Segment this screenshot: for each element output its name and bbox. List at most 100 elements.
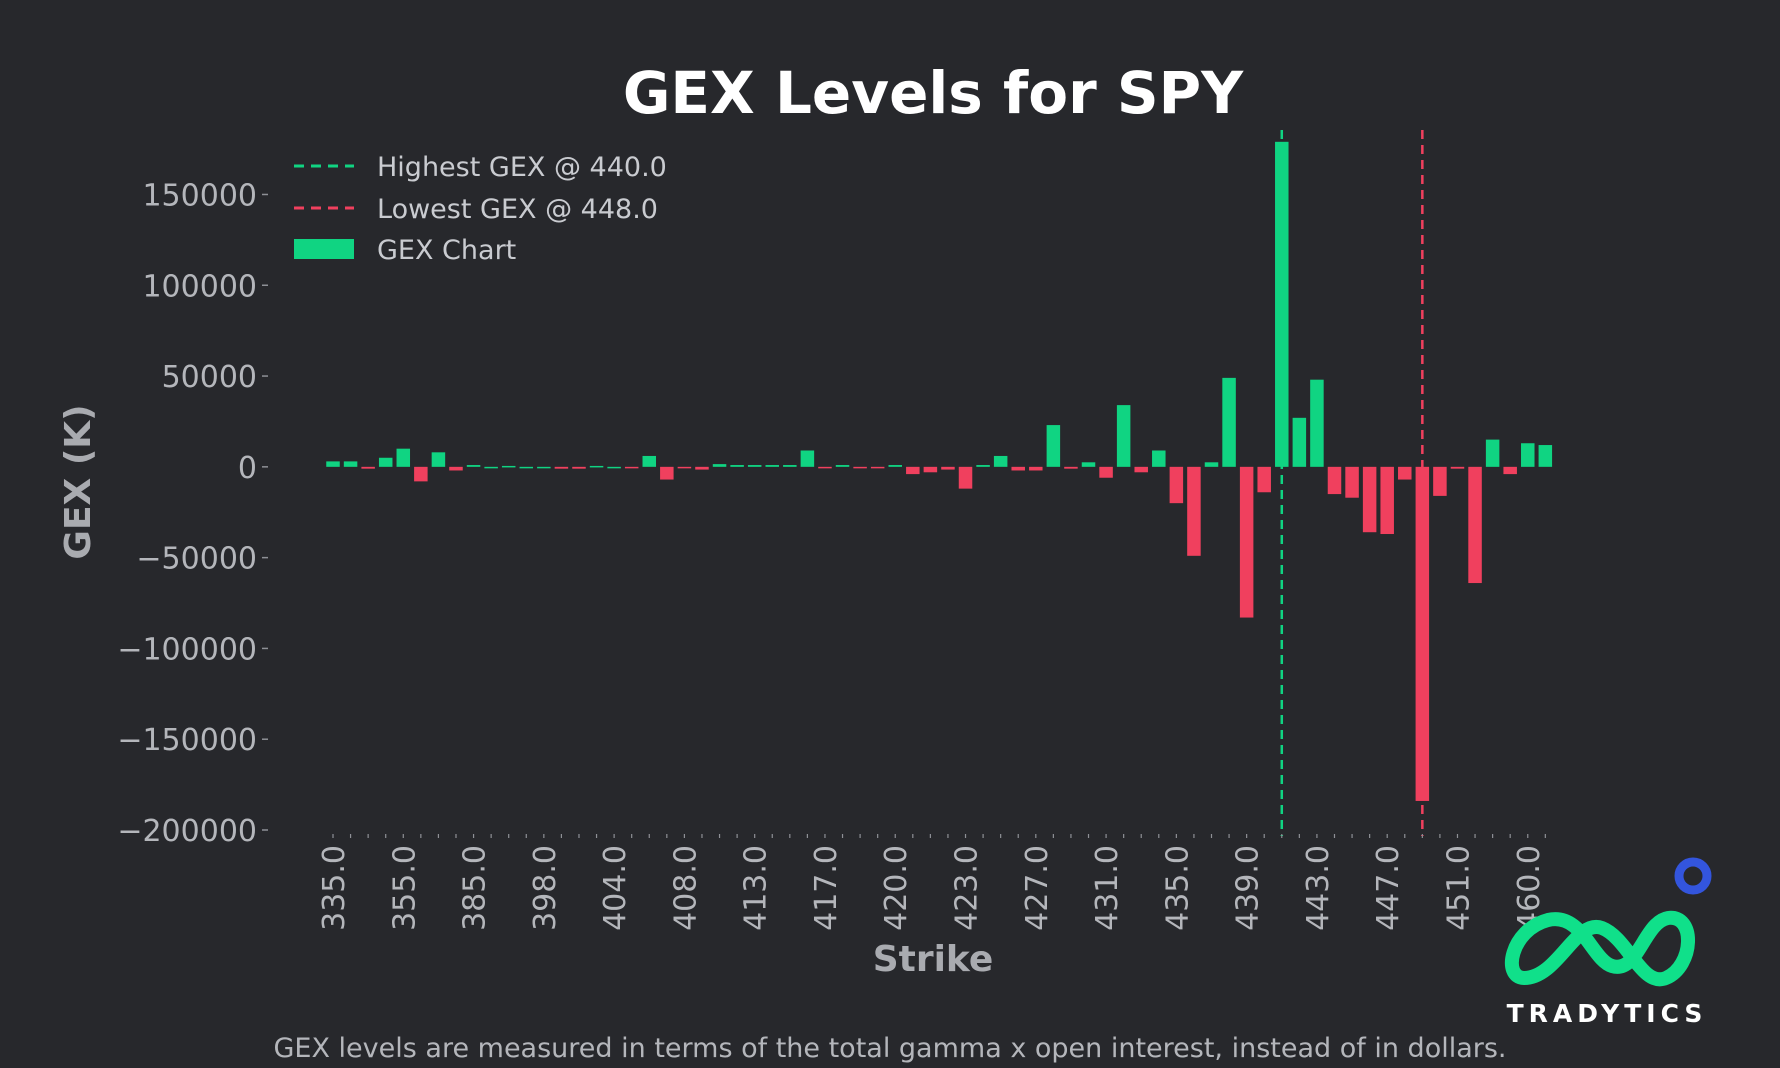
y-axis: 150000 100000 50000 0 −50000 −100000 −150000 −2… bbox=[117, 178, 268, 849]
gex-bar bbox=[1468, 466, 1482, 584]
x-tick-label: 447.0 bbox=[1371, 845, 1406, 931]
gex-bar bbox=[976, 465, 990, 467]
gex-bar bbox=[378, 457, 393, 467]
reference-lines bbox=[1280, 130, 1424, 836]
x-tick-label: 451.0 bbox=[1441, 845, 1476, 931]
legend: Highest GEX @ 440.0 Lowest GEX @ 448.0 G… bbox=[294, 152, 667, 266]
gex-bar bbox=[589, 465, 604, 468]
gex-bar bbox=[1152, 450, 1166, 467]
legend-bar-swatch bbox=[294, 239, 354, 259]
gex-bar bbox=[361, 466, 375, 469]
gex-bar bbox=[853, 466, 867, 469]
gex-bar bbox=[800, 450, 815, 467]
gex-bar bbox=[1239, 466, 1254, 618]
gex-bar bbox=[326, 461, 340, 467]
gex-bar bbox=[695, 466, 709, 470]
logo-wordmark: TRADYTICS bbox=[1507, 999, 1708, 1028]
footnote: GEX levels are measured in terms of the … bbox=[273, 1033, 1506, 1064]
x-tick-label: 439.0 bbox=[1231, 845, 1266, 931]
gex-bar bbox=[818, 466, 832, 469]
gex-bar bbox=[1538, 445, 1553, 467]
gex-bar bbox=[1046, 425, 1061, 467]
gex-bar bbox=[607, 466, 621, 469]
gex-bar bbox=[1433, 466, 1447, 496]
x-tick-label: 413.0 bbox=[739, 845, 774, 931]
gex-bar bbox=[554, 466, 569, 469]
gex-bar bbox=[993, 455, 1008, 467]
gex-bar bbox=[1064, 466, 1078, 469]
gex-bar bbox=[642, 455, 657, 467]
gex-bar bbox=[1116, 405, 1131, 467]
x-tick-label: 398.0 bbox=[528, 845, 563, 931]
gex-bar bbox=[941, 466, 955, 470]
y-axis-label: GEX (K) bbox=[58, 404, 99, 559]
gex-bar bbox=[677, 466, 692, 469]
gex-bar bbox=[1134, 466, 1148, 473]
gex-bar bbox=[712, 464, 727, 467]
tradytics-logo: TRADYTICS bbox=[1504, 857, 1712, 1028]
gex-bar bbox=[519, 466, 534, 469]
gex-bar bbox=[1029, 466, 1043, 471]
x-tick-label: 443.0 bbox=[1301, 845, 1336, 931]
gex-bar bbox=[431, 452, 446, 467]
x-axis-label: Strike bbox=[873, 939, 994, 980]
gex-bar bbox=[923, 466, 938, 473]
x-tick-label: 435.0 bbox=[1160, 845, 1195, 931]
gex-bar bbox=[906, 466, 920, 475]
gex-bar bbox=[1327, 466, 1342, 495]
y-tick-label: −50000 bbox=[136, 542, 257, 577]
gex-bar bbox=[1362, 466, 1377, 533]
chart-title: GEX Levels for SPY bbox=[623, 59, 1244, 127]
x-tick-label: 335.0 bbox=[317, 845, 352, 931]
gex-bar bbox=[484, 466, 498, 469]
y-tick-label: 50000 bbox=[162, 360, 257, 395]
gex-bar bbox=[1450, 466, 1465, 469]
gex-bar bbox=[835, 465, 850, 467]
x-tick-label: 408.0 bbox=[668, 845, 703, 931]
gex-bar bbox=[466, 465, 481, 467]
gex-bar bbox=[783, 465, 797, 467]
gex-bar bbox=[343, 461, 358, 467]
gex-bar bbox=[1503, 466, 1517, 475]
gex-bar bbox=[1204, 462, 1219, 467]
gex-bar bbox=[1521, 443, 1535, 467]
gex-bar bbox=[537, 466, 551, 469]
x-tick-label: 417.0 bbox=[809, 845, 844, 931]
bar-series bbox=[326, 141, 1553, 801]
gex-bar bbox=[958, 466, 973, 489]
gex-bar bbox=[624, 466, 639, 469]
y-tick-label: −100000 bbox=[117, 632, 257, 667]
x-tick-label: 423.0 bbox=[950, 845, 985, 931]
y-tick-label: 0 bbox=[238, 451, 257, 486]
y-tick-label: −200000 bbox=[117, 814, 257, 849]
y-tick-label: 150000 bbox=[142, 178, 257, 213]
gex-bar bbox=[747, 465, 762, 467]
x-tick-label: 420.0 bbox=[879, 845, 914, 931]
gex-bar bbox=[396, 448, 411, 467]
gex-bar bbox=[730, 465, 744, 467]
gex-bar bbox=[888, 465, 902, 467]
gex-bar bbox=[414, 466, 428, 482]
gex-bar bbox=[501, 465, 516, 468]
gex-bar bbox=[870, 466, 885, 469]
gex-bar bbox=[1222, 377, 1236, 467]
x-tick-label: 355.0 bbox=[387, 845, 422, 931]
x-tick-label: 427.0 bbox=[1020, 845, 1055, 931]
gex-bar bbox=[449, 466, 463, 471]
gex-bar bbox=[765, 465, 779, 467]
logo-dot-icon bbox=[1674, 857, 1712, 895]
x-tick-label: 385.0 bbox=[458, 845, 493, 931]
gex-bar bbox=[572, 466, 586, 469]
y-tick-label: 100000 bbox=[142, 269, 257, 304]
gex-bar bbox=[1275, 141, 1289, 467]
legend-highest-label: Highest GEX @ 440.0 bbox=[377, 152, 667, 183]
gex-bar bbox=[1485, 439, 1500, 467]
gex-bar bbox=[1011, 466, 1025, 471]
x-tick-label: 431.0 bbox=[1090, 845, 1125, 931]
gex-bar bbox=[1169, 466, 1184, 504]
gex-bar bbox=[1380, 466, 1394, 535]
gex-bar bbox=[1099, 466, 1113, 478]
gex-bar bbox=[660, 466, 674, 480]
y-tick-label: −150000 bbox=[117, 723, 257, 758]
